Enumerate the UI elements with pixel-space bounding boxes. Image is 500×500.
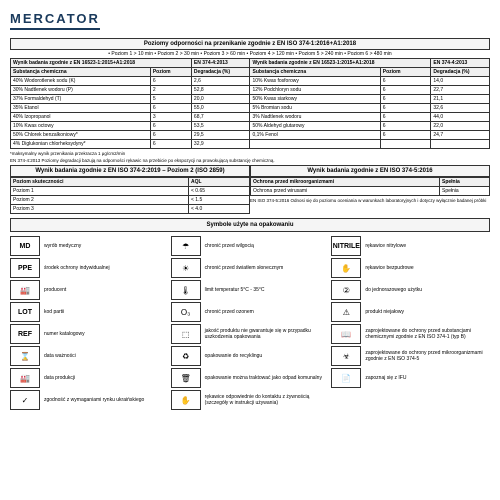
symbol-desc: data ważności [42,346,169,366]
symbol-icon: 📖 [331,324,361,344]
symbol-desc: opakowanie do recyklingu [203,346,330,366]
symbol-icon: PPE [10,258,40,278]
symbol-icon: ☀ [171,258,201,278]
symbols-header: Symbole użyte na opakowaniu [10,218,490,232]
t2-right-title: Wynik badania zgodnie z EN ISO 374-5:201… [250,165,490,177]
symbol-desc: rękawice bezpudrowe [363,258,490,278]
t2-left-title: Wynik badania zgodnie z EN ISO 374-2:201… [10,165,250,177]
symbol-icon: O₃ [171,302,201,322]
symbol-icon: ☣ [331,346,361,366]
footnote2: EN 374-4:2013 Poziomy degradacji bazują … [10,158,490,163]
symbol-desc: data produkcji [42,368,169,388]
symbol-icon: ② [331,280,361,300]
symbol-desc: limit temperatur 5°C - 35°C [203,280,330,300]
symbol-desc: opakowanie można traktować jako odpad ko… [203,368,330,388]
symbol-icon: 🗑 [171,368,201,388]
symbol-icon: 🏭 [10,368,40,388]
symbol-desc: do jednorazowego użytku [363,280,490,300]
symbol-icon: REF [10,324,40,344]
symbol-desc: wyrób medyczny [42,236,169,256]
symbol-desc: rękawice nitrylowe [363,236,490,256]
symbol-icon: ♻ [171,346,201,366]
footnote1: *maksymalny wynik przenikania przekracza… [10,151,490,156]
permeation-title: Poziomy odporności na przenikanie zgodni… [10,38,490,50]
symbol-desc: chronić przed ozonem [203,302,330,322]
symbol-icon: ✓ [10,390,40,410]
symbol-icon: ✋ [331,258,361,278]
permeation-table: Wynik badania zgodnie z EN 16523-1:2015+… [10,58,490,149]
symbol-icon: ⌛ [10,346,40,366]
t2-note: EN ISO 374-5:2016 Odnosi się do poziomu … [250,198,490,203]
symbol-icon: ☂ [171,236,201,256]
symbol-desc: chronić przed wilgocią [203,236,330,256]
symbol-grid: MDwyrób medyczny☂chronić przed wilgociąN… [10,236,490,410]
symbol-desc: zaprojektowane do ochrony przed substanc… [363,324,490,344]
symbol-desc: numer katalogowy [42,324,169,344]
symbol-desc: jakość produktu nie gwarantuje się w prz… [203,324,330,344]
symbol-icon: MD [10,236,40,256]
symbol-icon: ⬚ [171,324,201,344]
symbol-desc: rękawice odpowiednie do kontaktu z żywno… [203,390,330,410]
symbol-icon: NITRILE [331,236,361,256]
symbol-desc: producent [42,280,169,300]
micro-table: Ochrona przed mikroorganizmamiSpełnia Oc… [250,177,490,196]
symbol-desc: chronić przed światłem słonecznym [203,258,330,278]
symbol-icon: ✋ [171,390,201,410]
symbol-icon: ⚠ [331,302,361,322]
brand-logo: MERCATOR [10,11,100,30]
aql-table: Poziom skutecznościAQL Poziom 1< 0.65Poz… [10,177,250,214]
symbol-desc: środek ochrony indywidualnej [42,258,169,278]
symbol-desc: zapoznaj się z IFU [363,368,490,388]
levels-text: • Poziom 1 > 10 min • Poziom 2 > 30 min … [10,50,490,58]
symbol-desc: produkt niejałowy [363,302,490,322]
symbol-icon: 🏭 [10,280,40,300]
symbol-icon: LOT [10,302,40,322]
symbol-desc: kod partii [42,302,169,322]
symbol-desc: zgodność z wymaganiami rynku ukraińskieg… [42,390,169,410]
symbol-icon: 🌡 [171,280,201,300]
symbol-desc: zaprojektowane do ochrony przed mikroorg… [363,346,490,366]
symbol-icon: 📄 [331,368,361,388]
